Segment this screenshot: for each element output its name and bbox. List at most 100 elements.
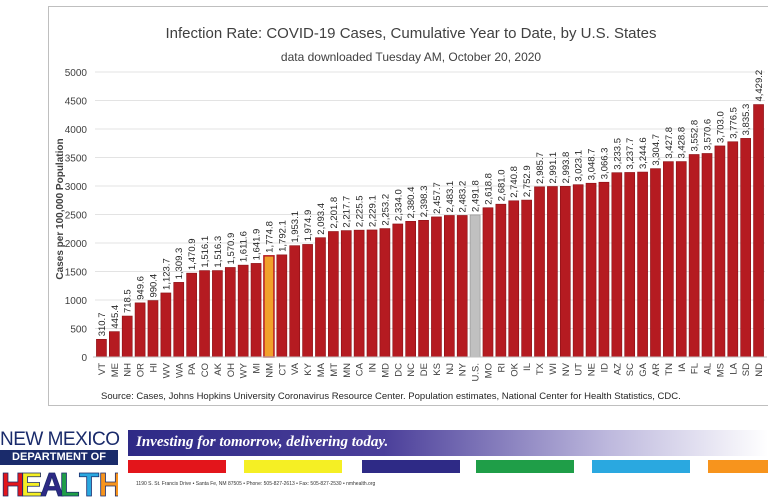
- x-tick-label: WV: [161, 362, 172, 378]
- bar-mt: [328, 231, 339, 358]
- y-tick-label: 500: [70, 325, 87, 336]
- logo-letter: H: [1, 466, 25, 498]
- chart-subtitle: data downloaded Tuesday AM, October 20, …: [281, 50, 542, 64]
- x-tick-label: TN: [664, 363, 675, 376]
- bar-nc: [405, 221, 416, 358]
- y-tick-label: 1500: [65, 268, 88, 279]
- color-stripe: [244, 460, 342, 473]
- bar-az: [611, 172, 623, 358]
- data-label: 1,570.9: [226, 233, 237, 265]
- bar-ks: [431, 216, 442, 358]
- bar-co: [199, 270, 210, 358]
- x-tick-label: PA: [187, 362, 198, 375]
- x-tick-label: KY: [303, 362, 314, 375]
- data-label: 3,552.8: [690, 120, 701, 152]
- bar-mo: [482, 207, 494, 358]
- x-tick-label: NY: [458, 362, 469, 376]
- data-label: 990.4: [148, 274, 159, 298]
- data-label: 3,703.0: [715, 111, 726, 143]
- data-label: 2,457.7: [432, 182, 443, 214]
- x-tick-label: AL: [703, 363, 714, 375]
- x-tick-label: MD: [380, 363, 391, 378]
- bar-nd: [753, 104, 764, 358]
- bar-nh: [121, 315, 133, 358]
- data-label: 3,023.1: [574, 150, 585, 182]
- x-tick-label: SD: [741, 363, 752, 376]
- data-label: 3,428.8: [677, 127, 688, 159]
- bar-id: [598, 181, 610, 358]
- x-tick-label: OR: [136, 363, 147, 377]
- data-label: 2,201.8: [329, 197, 340, 229]
- x-tick-label: DE: [419, 363, 430, 376]
- bar-wv: [160, 292, 172, 358]
- data-label: 4,429.2: [754, 70, 765, 102]
- x-tick-label: OK: [509, 362, 520, 376]
- bar-ca: [353, 229, 365, 358]
- color-stripe: [708, 460, 768, 473]
- data-label: 1,792.1: [277, 220, 288, 252]
- x-tick-label: VA: [290, 362, 301, 375]
- bar-ct: [276, 254, 288, 358]
- x-tick-label: HI: [148, 363, 159, 373]
- x-tick-label: NH: [123, 363, 134, 377]
- x-tick-label: ME: [110, 363, 121, 377]
- bar-sc: [624, 172, 636, 358]
- bar-mn: [340, 230, 352, 358]
- x-axis-ticks: VT ME NH OR HI WV WA PA CO AK OH WY MI NM CT VA KY MA MT MN…: [97, 362, 765, 381]
- bar-tn: [663, 161, 674, 358]
- x-tick-label: IL: [522, 363, 533, 371]
- bar-ga: [637, 171, 648, 358]
- data-label: 2,483.2: [458, 181, 469, 213]
- bar-oh: [224, 267, 236, 358]
- x-tick-label: AR: [651, 363, 662, 376]
- data-label: 2,229.1: [368, 195, 379, 227]
- chart-container: Infection Rate: COVID-19 Cases, Cumulati…: [48, 6, 768, 406]
- data-label: 445.4: [110, 305, 121, 329]
- data-label: 2,752.9: [522, 165, 533, 197]
- x-tick-label: IN: [368, 363, 379, 373]
- x-tick-label: NV: [561, 362, 572, 376]
- bar-il: [521, 199, 532, 358]
- data-label: 3,066.3: [599, 148, 610, 180]
- y-axis-ticks: 0 500 1000 1500 2000 2500 3000 3500 4000 4500 5000: [65, 68, 88, 364]
- data-label: 3,048.7: [587, 149, 598, 181]
- y-tick-label: 4000: [65, 125, 88, 136]
- bar-vt: [96, 338, 107, 358]
- bar-al: [701, 153, 713, 358]
- x-tick-label: NM: [264, 363, 275, 378]
- bar-va: [289, 245, 301, 358]
- x-tick-label: MA: [316, 362, 327, 377]
- data-label: 1,516.1: [200, 236, 211, 268]
- bar-fl: [688, 154, 700, 358]
- bar-me: [109, 331, 120, 358]
- x-tick-label: CO: [200, 363, 211, 377]
- bars: [96, 104, 764, 358]
- data-label: 1,516.3: [213, 236, 224, 268]
- bar-ms: [714, 145, 726, 358]
- data-label: 718.5: [123, 289, 134, 313]
- data-label: 3,304.7: [651, 134, 662, 166]
- logo-letter: L: [60, 466, 80, 498]
- x-tick-label: GA: [638, 362, 649, 376]
- source-note: Source: Cases, Johns Hopkins University …: [101, 391, 681, 402]
- logo-line-department: DEPARTMENT OF: [0, 450, 118, 465]
- bar-nv: [559, 186, 571, 358]
- bar-ne: [585, 182, 597, 358]
- y-tick-label: 4500: [65, 97, 88, 108]
- data-label: 2,681.0: [496, 169, 507, 201]
- tagline: Investing for tomorrow, delivering today…: [136, 434, 389, 450]
- data-label: 2,253.2: [380, 194, 391, 226]
- bar-wy: [237, 264, 249, 358]
- x-tick-label: AK: [213, 362, 224, 375]
- x-tick-label: MS: [715, 363, 726, 377]
- data-label: 1,123.7: [161, 258, 172, 290]
- data-label: 3,427.8: [664, 127, 675, 159]
- bar-tx: [534, 186, 545, 358]
- x-tick-label: SC: [625, 363, 636, 376]
- y-tick-label: 3500: [65, 154, 88, 165]
- bar-md: [379, 228, 391, 358]
- data-label: 1,641.9: [252, 229, 263, 261]
- bar-ia: [675, 161, 687, 358]
- bar-chart: Infection Rate: COVID-19 Cases, Cumulati…: [55, 25, 767, 402]
